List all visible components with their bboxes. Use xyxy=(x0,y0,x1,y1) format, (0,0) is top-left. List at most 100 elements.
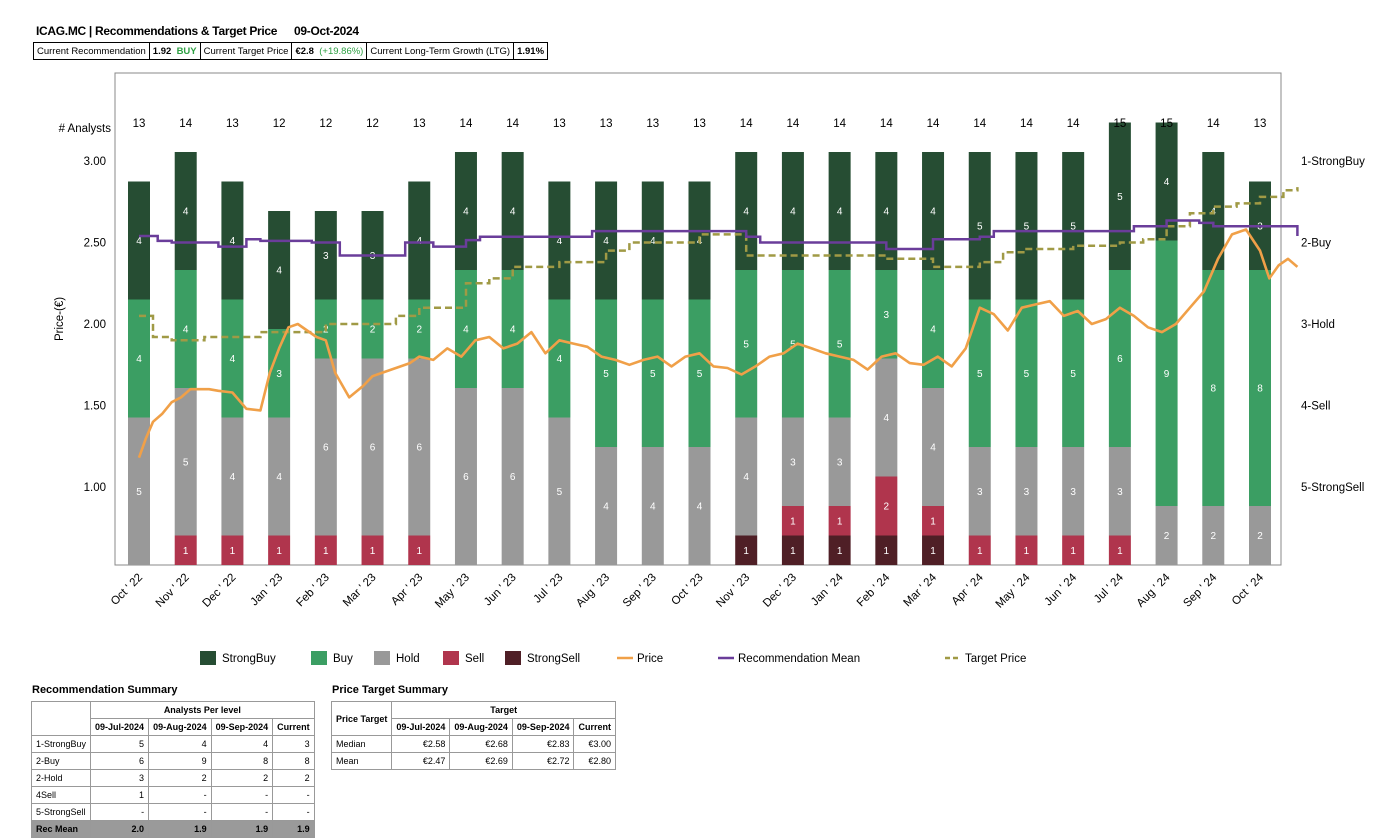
bar-buy xyxy=(454,270,477,388)
bar-strongbuy xyxy=(641,181,664,300)
x-tick-label: Oct ' 24 xyxy=(1230,571,1267,608)
bar-value-label: 1 xyxy=(370,546,376,557)
bar-value-label: 3 xyxy=(1117,487,1123,498)
rec-corner xyxy=(30,701,92,736)
bar-value-label: 4 xyxy=(183,207,189,218)
bar-value-label: 4 xyxy=(930,207,936,218)
y-tick-label: 2.50 xyxy=(84,238,106,250)
bar-buy xyxy=(595,299,618,447)
analyst-count-label: 14 xyxy=(179,118,192,130)
right-axis-label: 2-Buy xyxy=(1301,238,1331,250)
analyst-count-label: 14 xyxy=(927,118,940,130)
bar-hold xyxy=(735,417,758,536)
bar-value-label: 1 xyxy=(1024,546,1030,557)
bar-strongbuy xyxy=(548,181,571,300)
bar-value-label: 4 xyxy=(837,207,843,218)
bar-value-label: 2 xyxy=(1164,531,1170,542)
bar-value-label: 4 xyxy=(603,236,609,247)
analysts-axis-label: # Analysts xyxy=(59,123,112,135)
bar-value-label: 5 xyxy=(136,487,142,498)
legend-target-label: Target Price xyxy=(965,653,1026,665)
bar-value-label: 4 xyxy=(557,236,563,247)
rec-table-row: 5-StrongSell - - - - xyxy=(30,803,315,821)
bar-hold xyxy=(1249,506,1271,565)
rec-summary-table: Analysts Per level 09-Jul-2024 09-Aug-202… xyxy=(30,701,315,838)
pt-cell: €3.00 xyxy=(573,735,616,753)
x-tick-label: Oct ' 22 xyxy=(109,572,145,608)
rec-table-row: 4Sell 1- - - xyxy=(30,786,315,804)
bar-value-label: 1 xyxy=(837,546,843,557)
rec-cell: 2.0 xyxy=(90,820,150,838)
x-tick-label: Feb ' 24 xyxy=(855,571,893,609)
bar-sell xyxy=(781,506,804,536)
bar-value-label: 1 xyxy=(323,546,329,557)
bar-value-label: 4 xyxy=(463,325,469,336)
bar-value-label: 5 xyxy=(1117,192,1123,203)
analyst-count-label: 14 xyxy=(460,118,473,130)
analyst-count-label: 14 xyxy=(1067,118,1080,130)
bar-buy xyxy=(361,299,384,359)
x-tick-label: Oct ' 23 xyxy=(669,572,705,608)
bar-strongbuy xyxy=(1015,152,1038,300)
right-axis-label: 3-Hold xyxy=(1301,319,1335,331)
bar-strongsell xyxy=(875,535,898,565)
bar-value-label: 4 xyxy=(650,502,656,513)
x-tick-label: May ' 23 xyxy=(433,572,472,611)
bar-value-label: 5 xyxy=(183,457,189,468)
rec-column-header: Current xyxy=(272,718,315,736)
bar-value-label: 3 xyxy=(977,487,983,498)
bar-value-label: 1 xyxy=(837,516,843,527)
bar-value-label: 3 xyxy=(276,369,282,380)
x-tick-label: Dec ' 22 xyxy=(200,572,238,610)
bar-value-label: 4 xyxy=(650,236,656,247)
tp-value: €2.8 (+19.86%) xyxy=(291,42,368,60)
legend-price-label: Price xyxy=(637,653,663,665)
bar-value-label: 6 xyxy=(370,443,376,454)
bar-strongsell xyxy=(735,535,758,565)
bar-strongbuy xyxy=(174,152,197,270)
rec-cell: 4 xyxy=(210,735,274,753)
bar-value-label: 3 xyxy=(323,251,329,262)
x-tick-label: Jul ' 24 xyxy=(1092,571,1126,605)
bar-sell xyxy=(408,535,431,565)
bar-strongbuy xyxy=(828,152,851,270)
bar-hold xyxy=(875,358,898,477)
rec-row-label: 2-Hold xyxy=(30,769,92,787)
pt-group-header: Target xyxy=(391,701,616,719)
rec-cell: 8 xyxy=(210,752,274,770)
bar-value-label: 5 xyxy=(603,369,609,380)
analyst-count-label: 13 xyxy=(226,118,239,130)
rec-label: Current Recommendation xyxy=(33,42,150,60)
pt-table-row: Median €2.58 €2.68 €2.83 €3.00 xyxy=(330,735,616,753)
bar-value-label: 6 xyxy=(416,443,422,454)
bar-value-label: 4 xyxy=(276,266,282,277)
bar-value-label: 5 xyxy=(1070,369,1076,380)
bar-hold xyxy=(128,417,150,565)
bar-hold xyxy=(221,417,244,536)
bar-buy xyxy=(828,270,851,418)
bar-value-label: 6 xyxy=(463,472,469,483)
bar-value-label: 5 xyxy=(837,339,843,350)
bar-buy xyxy=(1202,270,1225,506)
legend-sell-label: Sell xyxy=(465,653,484,665)
pt-column-header: 09-Sep-2024 xyxy=(511,718,575,736)
bar-sell xyxy=(1062,535,1085,565)
bar-hold xyxy=(641,447,664,565)
bar-strongbuy xyxy=(922,152,945,270)
analyst-count-label: 12 xyxy=(366,118,379,130)
bar-value-label: 4 xyxy=(276,472,282,483)
bar-strongbuy xyxy=(1155,122,1178,241)
x-tick-label: Sep ' 24 xyxy=(1181,571,1219,609)
bar-value-label: 4 xyxy=(790,207,796,218)
bar-value-label: 1 xyxy=(416,546,422,557)
bar-hold xyxy=(268,417,291,536)
bar-buy xyxy=(1108,270,1131,447)
rec-cell: - xyxy=(210,803,274,821)
bar-sell xyxy=(875,476,898,536)
bar-value-label: 3 xyxy=(790,457,796,468)
pt-cell: €2.80 xyxy=(573,752,616,770)
analyst-count-label: 14 xyxy=(973,118,986,130)
bar-hold xyxy=(548,417,571,565)
bar-strongbuy xyxy=(221,181,244,300)
